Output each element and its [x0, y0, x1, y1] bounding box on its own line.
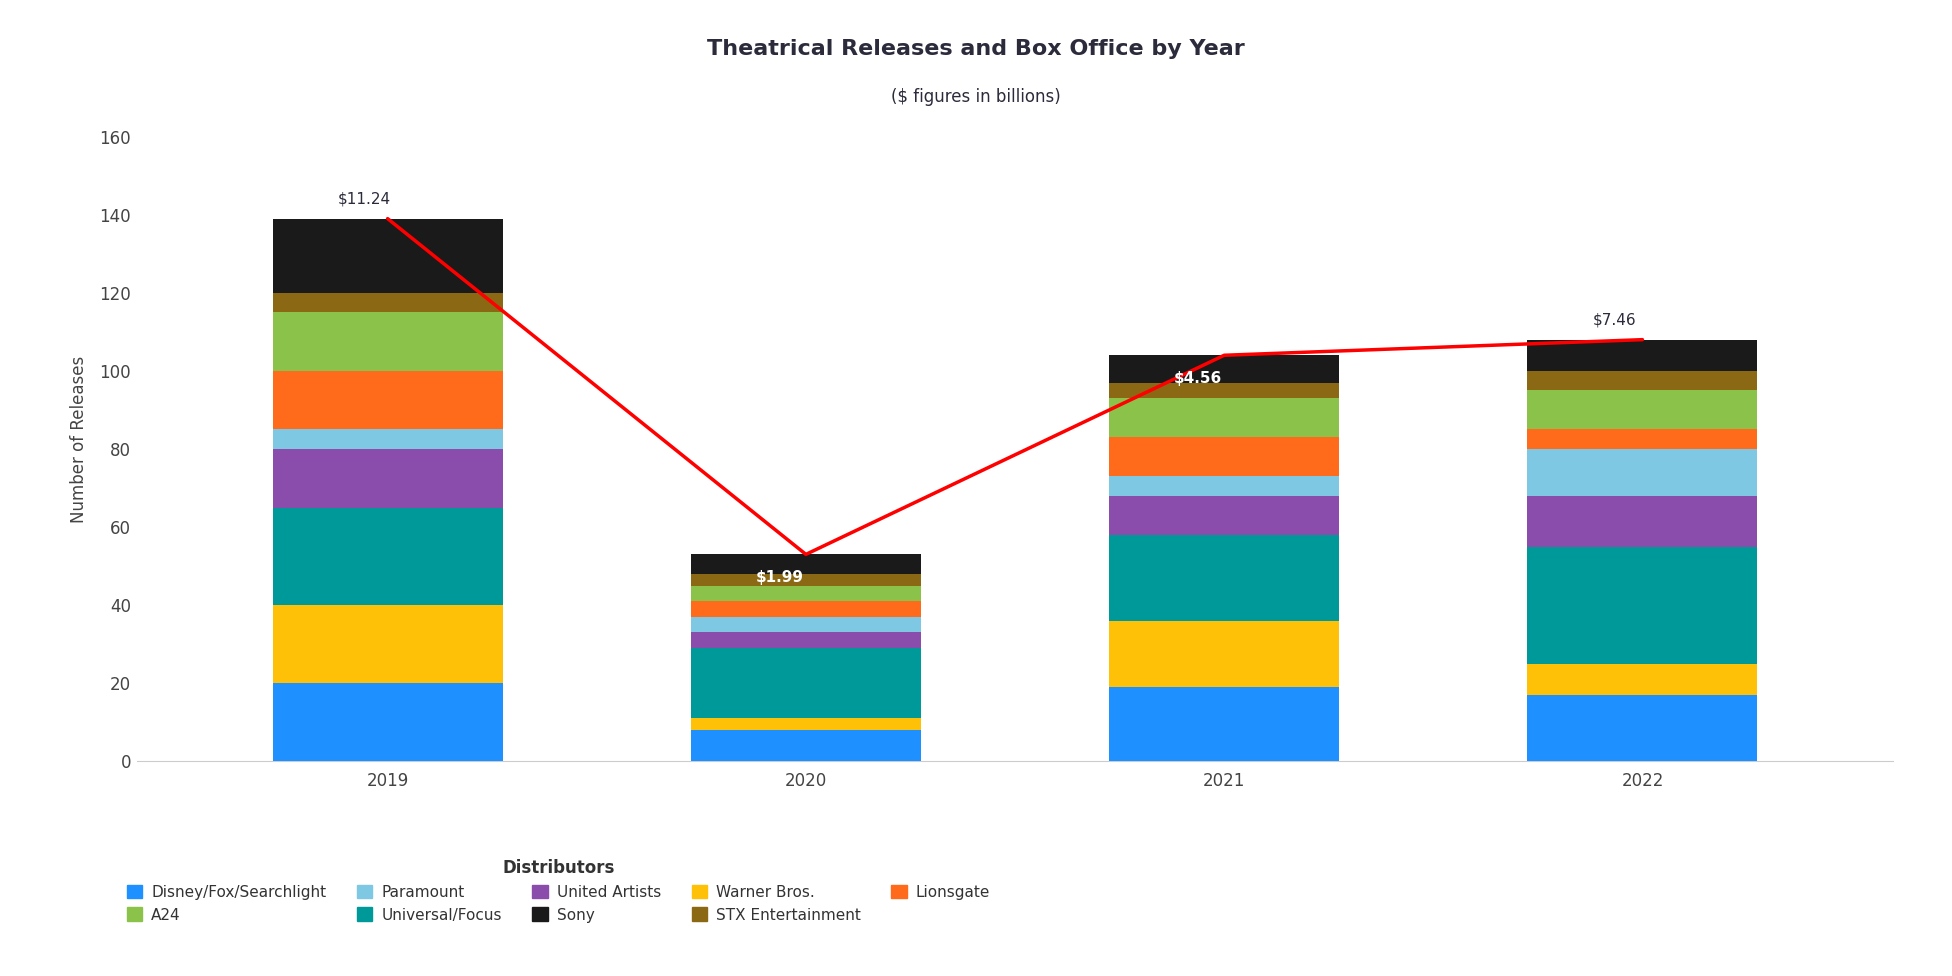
Bar [1528, 340, 1757, 371]
Bar [273, 429, 504, 449]
Bar [691, 574, 921, 586]
Bar [1109, 355, 1339, 383]
Bar [1528, 695, 1757, 761]
Bar [1109, 535, 1339, 621]
Bar [1528, 664, 1757, 695]
Bar [1109, 476, 1339, 496]
Bar [691, 718, 921, 730]
Bar [273, 605, 504, 683]
Bar [1528, 390, 1757, 429]
Text: $11.24: $11.24 [338, 192, 390, 207]
Text: ($ figures in billions): ($ figures in billions) [892, 88, 1060, 105]
Bar [1109, 496, 1339, 535]
Text: $1.99: $1.99 [755, 570, 804, 585]
Bar [1109, 398, 1339, 437]
Bar [1528, 449, 1757, 496]
Bar [273, 312, 504, 371]
Bar [691, 601, 921, 617]
Y-axis label: Number of Releases: Number of Releases [70, 355, 88, 523]
Bar [691, 554, 921, 574]
Bar [691, 632, 921, 648]
Bar [1109, 687, 1339, 761]
Bar [273, 683, 504, 761]
Text: Theatrical Releases and Box Office by Year: Theatrical Releases and Box Office by Ye… [707, 39, 1245, 59]
Bar [1528, 547, 1757, 664]
Bar [273, 508, 504, 605]
Bar [1109, 621, 1339, 687]
Bar [1109, 383, 1339, 398]
Bar [1528, 429, 1757, 449]
Text: $4.56: $4.56 [1173, 371, 1222, 386]
Bar [1528, 371, 1757, 390]
Text: $7.46: $7.46 [1593, 313, 1636, 328]
Bar [273, 293, 504, 312]
Bar [1528, 496, 1757, 547]
Bar [273, 371, 504, 429]
Bar [273, 449, 504, 508]
Bar [273, 219, 504, 293]
Bar [691, 617, 921, 632]
Legend: Disney/Fox/Searchlight, A24, Paramount, Universal/Focus, United Artists, Sony, W: Disney/Fox/Searchlight, A24, Paramount, … [127, 859, 990, 922]
Bar [691, 586, 921, 601]
Bar [691, 730, 921, 761]
Bar [1109, 437, 1339, 476]
Bar [691, 648, 921, 718]
